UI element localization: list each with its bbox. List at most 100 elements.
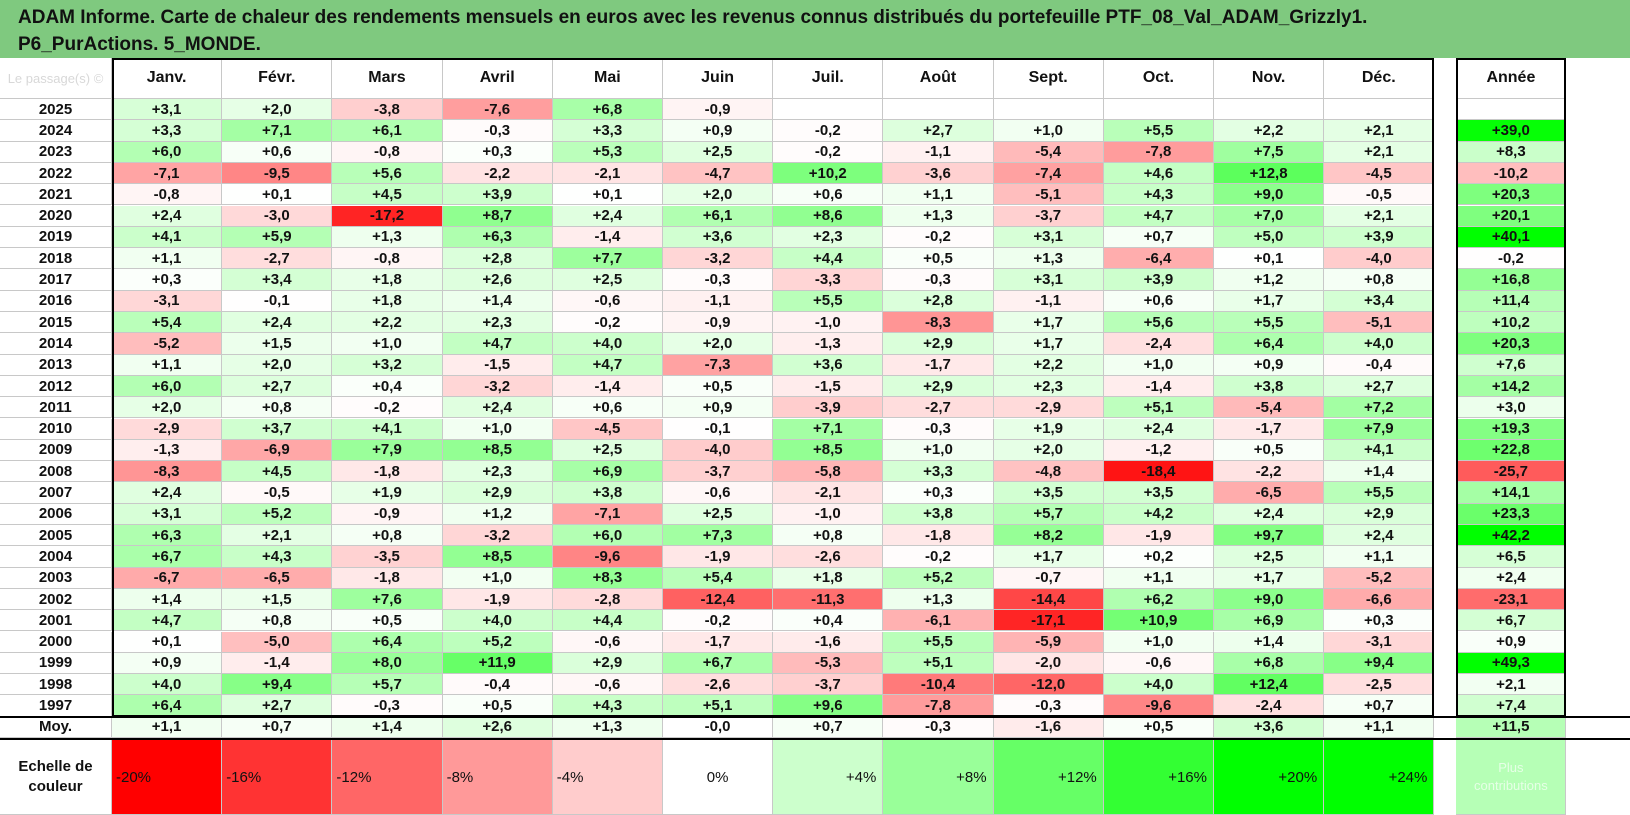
column-header-0: Janv. (112, 58, 223, 99)
heatmap-cell: +4,5 (332, 184, 443, 206)
heatmap-cell: -2,1 (773, 482, 884, 504)
heatmap-cell: +6,7 (663, 652, 774, 675)
year-label: 2000 (0, 631, 112, 653)
heatmap-cell: +1,0 (332, 333, 443, 355)
heatmap-cell: +0,5 (1214, 439, 1325, 462)
heatmap-cell: +0,8 (773, 525, 884, 547)
heatmap-cell: +4,3 (552, 695, 663, 717)
heatmap-cell: +3,1 (112, 503, 223, 525)
heatmap-cell: +3,9 (442, 184, 553, 206)
heatmap-cell: +2,8 (442, 248, 553, 270)
heatmap-cell: +6,3 (112, 525, 223, 547)
heatmap-cell: +7,7 (552, 248, 663, 270)
heatmap-cell: +6,8 (552, 99, 663, 121)
heatmap-cell: -0,5 (1324, 184, 1435, 206)
heatmap-cell: -2,7 (222, 248, 333, 270)
heatmap-cell: -2,6 (663, 674, 774, 696)
heatmap-cell: -0,1 (663, 418, 774, 440)
column-header-7: Août (883, 58, 994, 99)
heatmap-cell: -3,1 (1324, 631, 1435, 653)
scale-faint-text: Plus (1498, 760, 1524, 775)
heatmap-cell: +3,3 (552, 120, 663, 142)
heatmap-cell: +2,5 (663, 141, 774, 163)
average-separator (0, 715, 1630, 718)
heatmap-cell: +5,2 (883, 567, 994, 589)
heatmap-cell: +0,6 (773, 184, 884, 206)
chart-title: ADAM Informe. Carte de chaleur des rende… (0, 0, 1630, 58)
heatmap-cell: +4,0 (112, 674, 223, 696)
heatmap-cell: -3,5 (332, 546, 443, 568)
scale-label-text: couleur (28, 778, 83, 795)
heatmap-cell: -0,6 (663, 482, 774, 504)
column-header-6: Juil. (773, 58, 884, 99)
heatmap-cell: +2,2 (993, 354, 1104, 376)
heatmap-cell: +2,0 (222, 354, 333, 376)
scale-faint-label: Plus contributions (1456, 740, 1567, 815)
annual-cell: +22,8 (1456, 439, 1567, 462)
heatmap-cell: +5,1 (883, 652, 994, 675)
scale-step: +4% (773, 740, 884, 815)
heatmap-cell: +9,4 (1324, 652, 1435, 675)
heatmap-cell: -0,2 (883, 546, 994, 568)
heatmap-cell: +5,5 (1214, 312, 1325, 334)
year-label: 2011 (0, 397, 112, 419)
heatmap-cell: -7,8 (1103, 141, 1214, 163)
heatmap-cell: +5,1 (663, 695, 774, 717)
heatmap-cell: -4,0 (1324, 248, 1435, 270)
heatmap-cell: +1,7 (1214, 567, 1325, 589)
scale-label-text: Echelle de (18, 758, 93, 775)
heatmap-cell: -2,5 (1324, 674, 1435, 696)
heatmap-cell: +5,3 (552, 141, 663, 163)
annual-cell: +2,4 (1456, 567, 1567, 589)
heatmap-cell: -2,6 (773, 546, 884, 568)
annual-cell: +0,9 (1456, 631, 1567, 653)
heatmap-cell: +2,1 (222, 525, 333, 547)
heatmap-cell: +3,9 (1324, 226, 1435, 249)
heatmap-cell: -12,4 (663, 588, 774, 611)
heatmap-cell: -0,6 (1103, 652, 1214, 675)
year-label: 2002 (0, 588, 112, 611)
heatmap-cell: -2,2 (1214, 461, 1325, 483)
annual-cell: +11,4 (1456, 290, 1567, 312)
heatmap-cell: -1,8 (332, 567, 443, 589)
heatmap-cell: +8,0 (332, 652, 443, 675)
heatmap-cell: +3,3 (883, 461, 994, 483)
heatmap-cell: -10,4 (883, 674, 994, 696)
heatmap-cell: +0,1 (1214, 248, 1325, 270)
annual-cell: +20,3 (1456, 333, 1567, 355)
heatmap-cell: +2,0 (993, 439, 1104, 462)
heatmap-cell: -0,3 (332, 695, 443, 717)
heatmap-cell: -0,3 (663, 269, 774, 291)
heatmap-cell: -6,1 (883, 610, 994, 632)
average-cell: +1,1 (112, 716, 223, 738)
heatmap-cell: -9,5 (222, 162, 333, 185)
heatmap-cell: +6,4 (1214, 333, 1325, 355)
annual-cell: +42,2 (1456, 525, 1567, 547)
heatmap-cell: -1,4 (552, 226, 663, 249)
scale-step: +12% (993, 740, 1104, 815)
heatmap-cell: -2,1 (552, 162, 663, 185)
annual-cell: +20,3 (1456, 184, 1567, 206)
heatmap-cell: -1,1 (883, 141, 994, 163)
heatmap-cell: +6,9 (552, 461, 663, 483)
heatmap-cell: +3,1 (993, 269, 1104, 291)
heatmap-cell: +0,6 (1103, 290, 1214, 312)
heatmap-cell: +5,4 (112, 312, 223, 334)
annual-cell: +6,7 (1456, 610, 1567, 632)
heatmap-cell: -4,0 (663, 439, 774, 462)
heatmap-cell: +2,9 (442, 482, 553, 504)
heatmap-cell: +2,0 (663, 184, 774, 206)
heatmap-cell: +8,6 (773, 205, 884, 227)
scale-step: +20% (1214, 740, 1325, 815)
heatmap-cell: +4,7 (112, 610, 223, 632)
heatmap-cell: -5,2 (1324, 567, 1435, 589)
heatmap-cell: -7,3 (663, 354, 774, 376)
heatmap-cell: +0,9 (112, 652, 223, 675)
heatmap-cell: -4,7 (663, 162, 774, 185)
heatmap-cell: +2,2 (1214, 120, 1325, 142)
heatmap-cell: +1,8 (773, 567, 884, 589)
heatmap-cell: +2,5 (552, 269, 663, 291)
heatmap-cell: +1,5 (222, 333, 333, 355)
heatmap-cell: -7,4 (993, 162, 1104, 185)
annual-cell: +40,1 (1456, 226, 1567, 249)
